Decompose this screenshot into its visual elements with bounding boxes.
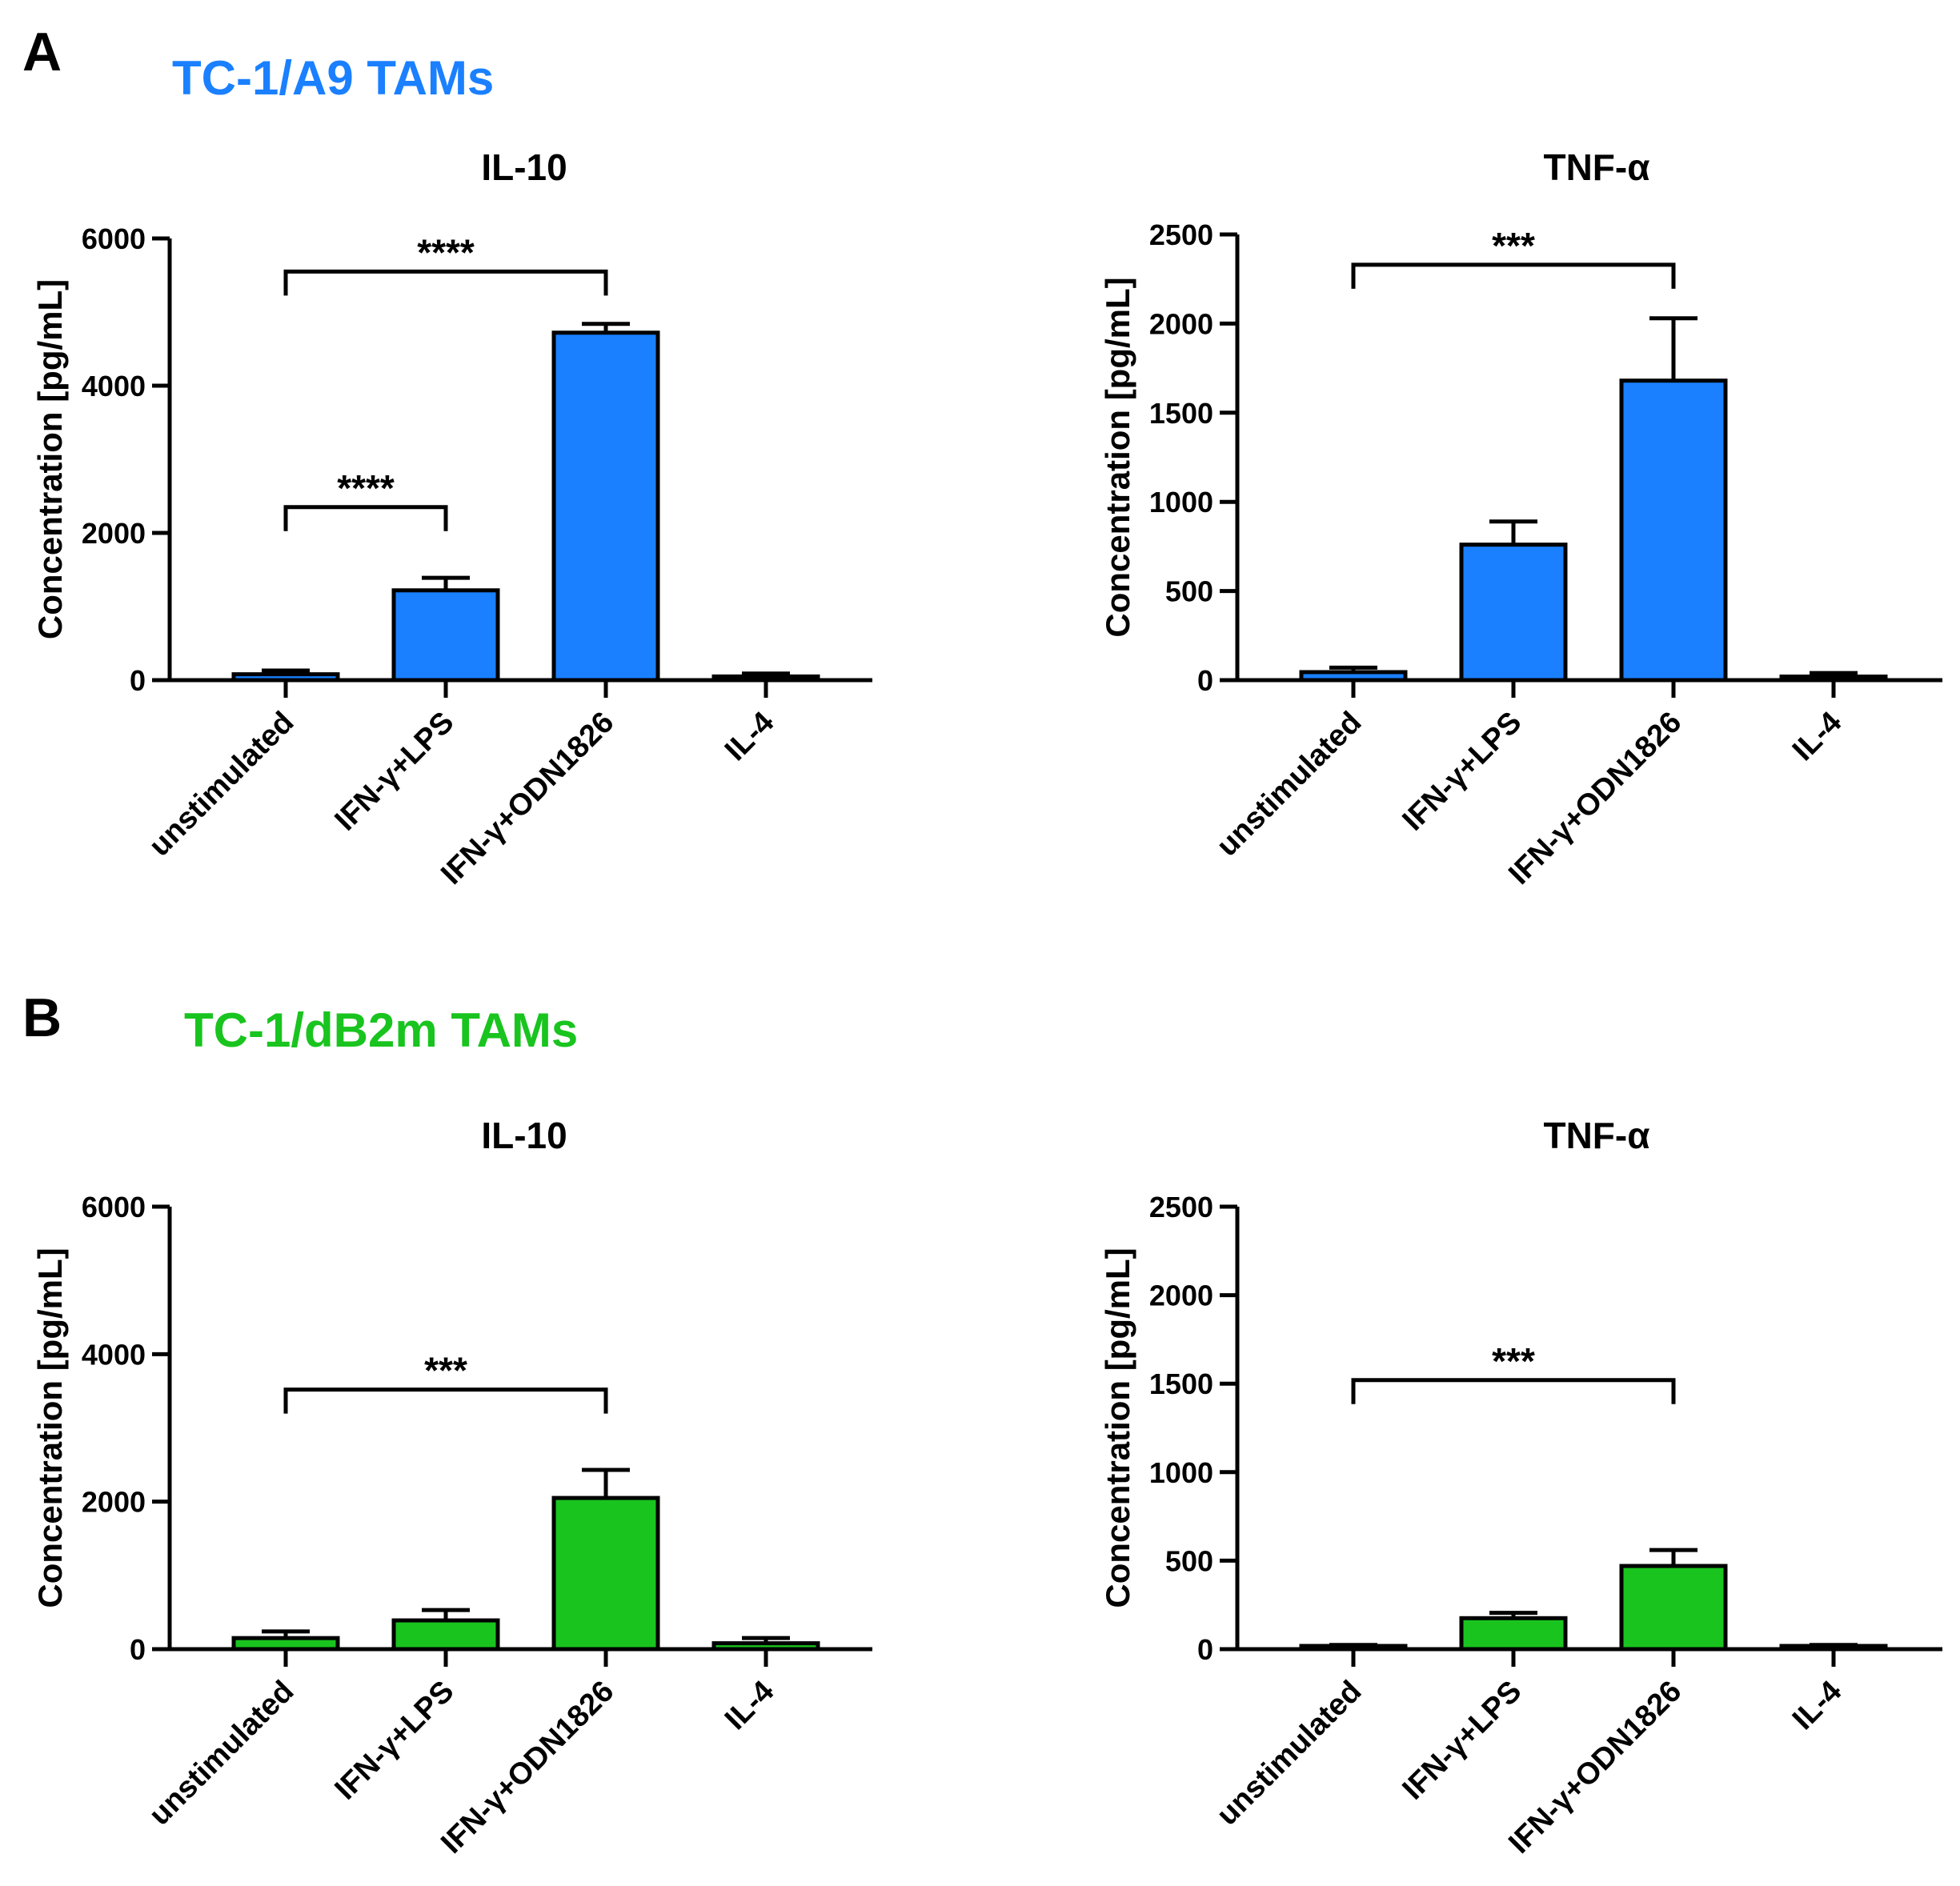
y-axis-label: Concentration [pg/mL] <box>31 279 69 639</box>
x-tick-label: unstimulated <box>142 706 300 863</box>
significance-bracket <box>1351 1378 1676 1404</box>
x-tick-label: IFN-γ+LPS <box>329 706 461 838</box>
y-axis-label: Concentration [pg/mL] <box>1099 277 1136 637</box>
significance-label: *** <box>1492 1340 1535 1382</box>
chart-a-il10: IL-10 Concentration [pg/mL] 0 2000 4000 6000 u… <box>31 146 872 891</box>
y-tick-label: 2500 <box>1149 1191 1213 1223</box>
panel-b-title: TC-1/dB2m TAMs <box>184 1003 578 1057</box>
chart-title: IL-10 <box>481 146 567 188</box>
bar <box>1299 670 1408 683</box>
x-tick-label: unstimulated <box>1210 706 1368 863</box>
y-tick-label: 1000 <box>1149 1456 1213 1489</box>
y-tick-label: 500 <box>1165 1544 1213 1577</box>
bar <box>1779 1644 1888 1652</box>
y-tick-label: 2000 <box>82 1486 146 1519</box>
y-tick-label: 1500 <box>1149 1367 1213 1400</box>
y-tick-label: 0 <box>130 1633 146 1666</box>
x-tick-label: IFN-γ+ODN1826 <box>435 1675 620 1860</box>
y-tick-label: 4000 <box>82 1338 146 1371</box>
x-tick-label: IFN-γ+LPS <box>1397 706 1529 838</box>
bar <box>711 1641 820 1652</box>
y-tick-label: 2500 <box>1149 218 1213 251</box>
y-tick-label: 4000 <box>82 370 146 402</box>
y-tick-label: 1000 <box>1149 486 1213 519</box>
bar <box>711 674 820 683</box>
chart-title: TNF-α <box>1543 146 1649 188</box>
bar <box>231 1636 340 1652</box>
x-tick-label: unstimulated <box>1210 1675 1368 1832</box>
significance-label: **** <box>417 231 475 273</box>
significance-label: *** <box>1492 225 1535 266</box>
bar <box>391 588 500 683</box>
x-tick-label: IL-4 <box>719 1675 780 1736</box>
chart-title: IL-10 <box>481 1115 567 1156</box>
y-tick-label: 500 <box>1165 575 1213 608</box>
x-tick-label: unstimulated <box>142 1675 300 1832</box>
bar <box>551 1496 660 1652</box>
bar <box>1619 378 1728 683</box>
significance-bracket <box>283 269 608 296</box>
significance-label: *** <box>424 1350 467 1391</box>
chart-b-il10: IL-10 Concentration [pg/mL] 0 2000 4000 6000 u… <box>31 1115 872 1860</box>
chart-b-tnfa: TNF-α Concentration [pg/mL] 0 500 1000 1500 20… <box>1099 1115 1942 1860</box>
x-tick-label: IL-4 <box>1786 706 1848 767</box>
y-tick-label: 0 <box>1197 1633 1213 1666</box>
y-tick-label: 2000 <box>82 517 146 550</box>
y-tick-label: 6000 <box>82 1191 146 1223</box>
bar <box>1619 1564 1728 1652</box>
y-tick-label: 1500 <box>1149 397 1213 430</box>
y-axis-label: Concentration [pg/mL] <box>1099 1247 1136 1608</box>
x-tick-label: IFN-γ+ODN1826 <box>1502 706 1688 891</box>
x-tick-label: IFN-γ+LPS <box>1397 1675 1529 1807</box>
x-tick-label: IFN-γ+ODN1826 <box>435 706 620 891</box>
x-tick-label: IL-4 <box>719 706 780 767</box>
bar <box>1299 1644 1408 1652</box>
x-tick-label: IFN-γ+LPS <box>329 1675 461 1807</box>
x-tick-label: IFN-γ+ODN1826 <box>1502 1675 1688 1860</box>
significance-bracket <box>283 505 448 531</box>
bar <box>1459 543 1568 683</box>
significance-bracket <box>283 1387 608 1414</box>
chart-a-tnfa: TNF-α Concentration [pg/mL] 0 500 1000 1500 20… <box>1099 146 1942 891</box>
y-tick-label: 6000 <box>82 222 146 255</box>
y-tick-label: 0 <box>130 664 146 697</box>
chart-title: TNF-α <box>1543 1115 1649 1156</box>
y-tick-label: 2000 <box>1149 1279 1213 1312</box>
panel-a-letter: A <box>22 22 62 82</box>
bar <box>1779 675 1888 683</box>
significance-label: **** <box>337 467 395 509</box>
y-tick-label: 2000 <box>1149 307 1213 340</box>
panel-b-letter: B <box>22 987 62 1048</box>
x-tick-label: IL-4 <box>1786 1675 1848 1736</box>
bar <box>231 672 340 683</box>
significance-bracket <box>1351 262 1676 289</box>
bar <box>1459 1616 1568 1652</box>
y-tick-label: 0 <box>1197 664 1213 697</box>
panel-a-title: TC-1/A9 TAMs <box>172 51 494 105</box>
y-axis-label: Concentration [pg/mL] <box>31 1247 69 1608</box>
bar <box>551 330 660 683</box>
bar <box>391 1618 500 1652</box>
